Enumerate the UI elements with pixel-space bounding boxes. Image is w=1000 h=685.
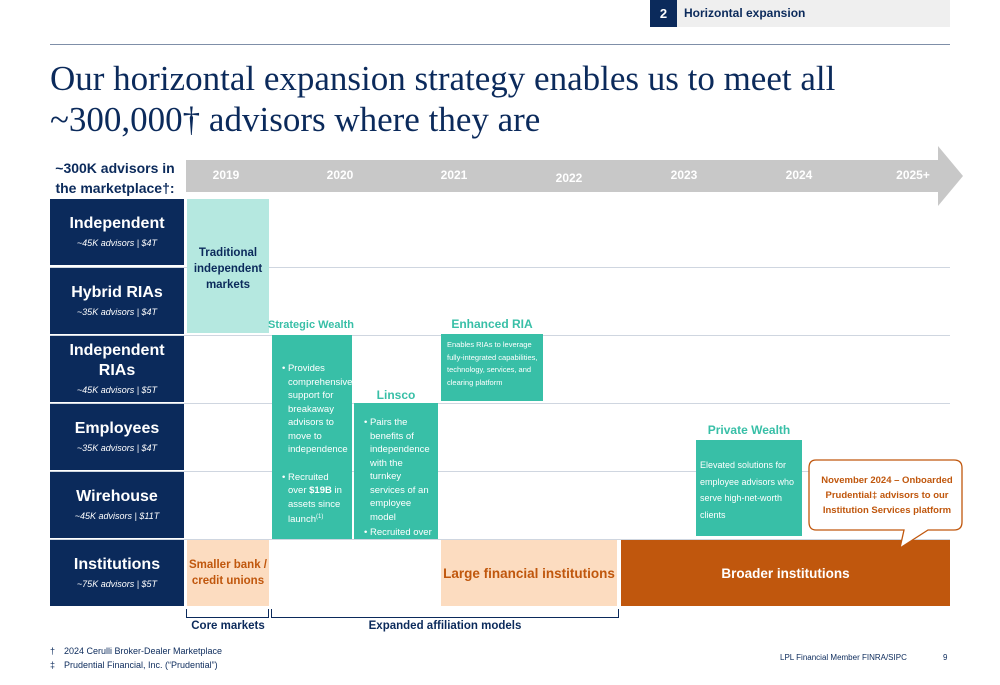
section-title: Horizontal expansion: [684, 6, 806, 20]
traditional-markets-text: Traditional independent markets: [193, 247, 263, 291]
segment-detail: ~45K advisors | $11T: [74, 511, 160, 521]
strategic-wealth-bullet-1: • Provides comprehensive support for bre…: [282, 363, 353, 455]
expanded-models-label: Expanded affiliation models: [368, 620, 522, 632]
page-title: Our horizontal expansion strategy enable…: [50, 59, 836, 139]
core-markets-bracket: [186, 609, 269, 618]
timeline-arrow: [186, 146, 963, 206]
enhanced-ria-box: Enables RIAs to leverage fully-integrate…: [441, 334, 543, 401]
row-divider: [50, 539, 950, 540]
enhanced-ria-heading: Enhanced RIA: [451, 317, 533, 331]
linsco-bullet-1: • Pairs the benefits of independence wit…: [364, 417, 430, 523]
year-2022: 2022: [555, 171, 583, 185]
segment-detail: ~75K advisors | $5T: [76, 579, 158, 589]
strategic-wealth-box: • Provides comprehensive support for bre…: [272, 335, 352, 539]
segment-name: Hybrid RIAs: [71, 284, 163, 301]
linsco-bullet-2: • Recruited over $14B in assets since la…: [364, 527, 433, 568]
segment-institutions: Institutions ~75K advisors | $5T: [50, 540, 184, 606]
broader-institutions-text: Broader institutions: [721, 565, 850, 581]
segment-name: Independent RIAs: [69, 342, 165, 379]
segment-detail: ~45K advisors | $4T: [76, 238, 158, 248]
traditional-markets-box: Traditional independent markets: [187, 199, 269, 333]
smaller-bank-box: Smaller bank / credit unions: [187, 540, 269, 606]
enhanced-ria-text: Enables RIAs to leverage fully-integrate…: [447, 340, 538, 387]
private-wealth-heading: Private Wealth: [707, 423, 791, 437]
segment-name: Employees: [74, 420, 160, 437]
segment-detail: ~35K advisors | $4T: [76, 307, 158, 317]
large-fi-box: Large financial institutions: [441, 540, 617, 606]
segment-detail: ~45K advisors | $5T: [76, 385, 158, 395]
year-2025-plus: 2025+: [896, 168, 930, 182]
segment-name: Independent: [69, 215, 165, 232]
section-number: 2: [650, 0, 677, 27]
segment-independent: Independent ~45K advisors | $4T: [50, 199, 184, 265]
segment-wirehouse: Wirehouse ~45K advisors | $11T: [50, 472, 184, 538]
footnote-double-dagger: ‡ Prudential Financial, Inc. (“Prudential…: [50, 660, 218, 670]
segment-detail: ~35K advisors | $4T: [76, 443, 158, 453]
strategic-wealth-heading: Strategic Wealth: [268, 319, 354, 331]
smaller-bank-text: Smaller bank / credit unions: [189, 559, 267, 587]
callout-text: November 2024 – Onboarded Prudential‡ ad…: [821, 474, 953, 516]
year-2023: 2023: [670, 168, 698, 182]
row-divider: [50, 471, 950, 472]
marketplace-label: ~300K advisors in the marketplace†:: [55, 160, 175, 196]
header-divider: [50, 44, 950, 45]
page-number: 9: [943, 653, 948, 662]
row-divider: [50, 267, 950, 268]
callout-bubble: [808, 459, 963, 550]
linsco-box: • Pairs the benefits of independence wit…: [354, 403, 438, 567]
year-2021: 2021: [440, 168, 468, 182]
strategic-wealth-bullet-2: • Recruited over $19B in assets since la…: [282, 471, 342, 526]
footnote-dagger: † 2024 Cerulli Broker-Dealer Marketplace: [50, 646, 223, 656]
section-tab: [650, 0, 950, 27]
private-wealth-text: Elevated solutions for employee advisors…: [700, 460, 795, 520]
segment-independent-rias: Independent RIAs ~45K advisors | $5T: [50, 336, 184, 402]
private-wealth-box: Elevated solutions for employee advisors…: [696, 440, 802, 536]
expanded-models-bracket: [271, 609, 619, 618]
segment-hybrid-rias: Hybrid RIAs ~35K advisors | $4T: [50, 268, 184, 334]
row-divider: [50, 403, 950, 404]
year-2020: 2020: [326, 168, 354, 182]
large-fi-text: Large financial institutions: [443, 565, 615, 581]
linsco-heading: Linsco: [376, 388, 416, 402]
segment-employees: Employees ~35K advisors | $4T: [50, 404, 184, 470]
segment-name: Institutions: [73, 556, 161, 573]
core-markets-label: Core markets: [191, 620, 265, 632]
year-2024: 2024: [785, 168, 813, 182]
broader-institutions-box: Broader institutions: [621, 540, 950, 606]
callout-text-wrap: November 2024 – Onboarded Prudential‡ ad…: [812, 462, 962, 528]
year-2019: 2019: [212, 168, 240, 182]
footer-disclosure: LPL Financial Member FINRA/SIPC: [780, 653, 907, 662]
segment-name: Wirehouse: [76, 488, 158, 505]
